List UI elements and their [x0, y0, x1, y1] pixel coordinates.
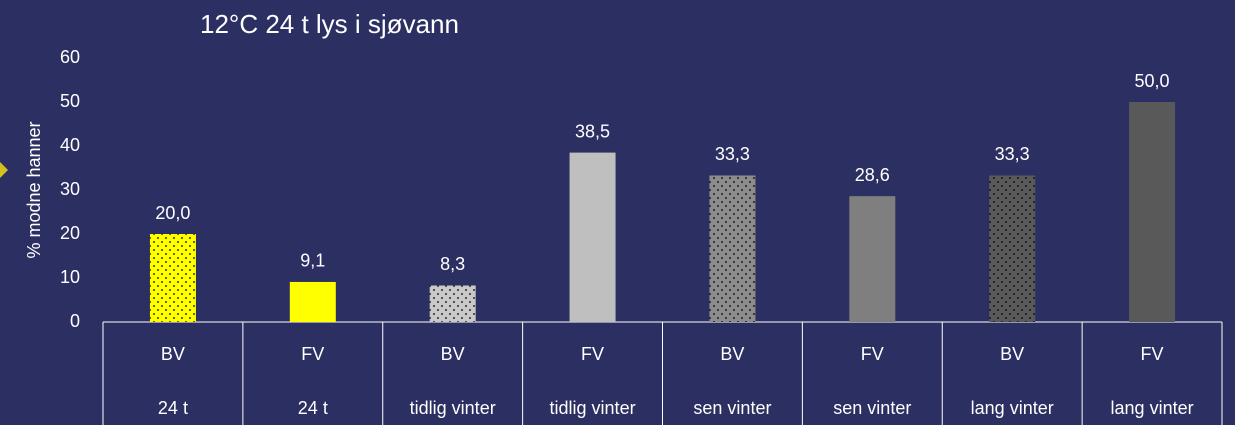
y-tick-label: 10 [60, 267, 80, 287]
x-tick-label: BV [1000, 344, 1024, 364]
data-label: 28,6 [855, 165, 890, 185]
y-tick-label: 60 [60, 47, 80, 67]
bar [849, 196, 896, 322]
data-label: 8,3 [440, 254, 465, 274]
x-tick-label: BV [720, 344, 744, 364]
x-tick-label: BV [161, 344, 185, 364]
x-group-label: sen vinter [833, 398, 911, 418]
data-label: 33,3 [995, 144, 1030, 164]
x-tick-label: BV [441, 344, 465, 364]
chart-title: 12°C 24 t lys i sjøvann [200, 9, 459, 39]
y-axis-label: % modne hanner [24, 121, 44, 258]
data-label: 33,3 [715, 144, 750, 164]
y-tick-label: 0 [70, 311, 80, 331]
x-group-label: 24 t [298, 398, 328, 418]
y-tick-label: 20 [60, 223, 80, 243]
x-group-label: lang vinter [1111, 398, 1194, 418]
bar [149, 234, 196, 322]
bar [289, 281, 336, 322]
x-group-label: sen vinter [693, 398, 771, 418]
y-tick-label: 40 [60, 135, 80, 155]
x-group-label: 24 t [158, 398, 188, 418]
x-tick-label: FV [1141, 344, 1164, 364]
x-group-label: lang vinter [971, 398, 1054, 418]
bar [1129, 102, 1176, 322]
data-label: 9,1 [300, 251, 325, 271]
x-tick-label: FV [581, 344, 604, 364]
y-tick-label: 50 [60, 91, 80, 111]
data-label: 38,5 [575, 121, 610, 141]
y-tick-label: 30 [60, 179, 80, 199]
data-label: 20,0 [155, 203, 190, 223]
bar [569, 152, 616, 322]
bar [989, 175, 1036, 322]
x-tick-label: FV [301, 344, 324, 364]
bar [429, 285, 476, 322]
marker-icon [0, 162, 8, 178]
x-group-label: tidlig vinter [550, 398, 636, 418]
x-tick-label: FV [861, 344, 884, 364]
x-group-label: tidlig vinter [410, 398, 496, 418]
data-label: 50,0 [1135, 71, 1170, 91]
bar [709, 175, 756, 322]
